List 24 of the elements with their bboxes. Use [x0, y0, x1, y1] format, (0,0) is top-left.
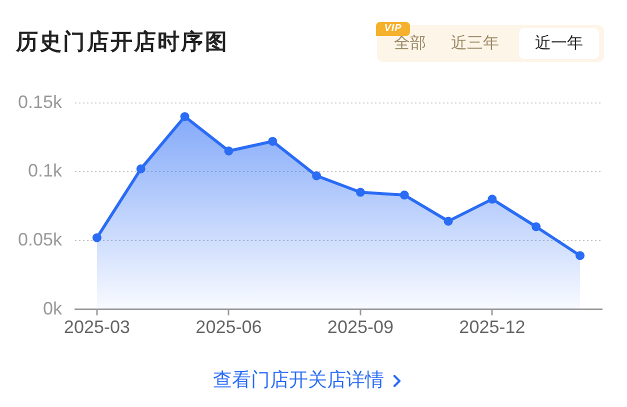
y-tick-label: 0.1k — [28, 160, 63, 181]
point — [180, 112, 190, 122]
point — [444, 216, 453, 226]
y-tick-label: 0k — [42, 298, 63, 318]
x-tick-label: 2025-12 — [459, 317, 526, 338]
point — [532, 222, 541, 232]
chart-title: 历史门店开店时序图 — [16, 28, 228, 56]
tab: 近三年 — [440, 28, 510, 59]
point — [400, 190, 409, 200]
point — [576, 251, 585, 260]
point — [224, 146, 234, 156]
tab: 近一年 — [519, 28, 599, 59]
point — [312, 171, 322, 180]
text: 查看门店开关店详情 — [213, 369, 384, 393]
point — [92, 233, 102, 242]
y-tick-label: 0.05k — [18, 229, 63, 250]
point — [136, 164, 146, 174]
point — [488, 194, 497, 204]
x-tick-label: 2025-06 — [196, 317, 262, 338]
point — [268, 136, 278, 146]
y-tick-label: 0.15k — [18, 92, 63, 112]
x-tick-label: 2025-09 — [327, 317, 394, 338]
point — [356, 188, 365, 197]
x-tick-label: 2025-03 — [64, 317, 130, 338]
